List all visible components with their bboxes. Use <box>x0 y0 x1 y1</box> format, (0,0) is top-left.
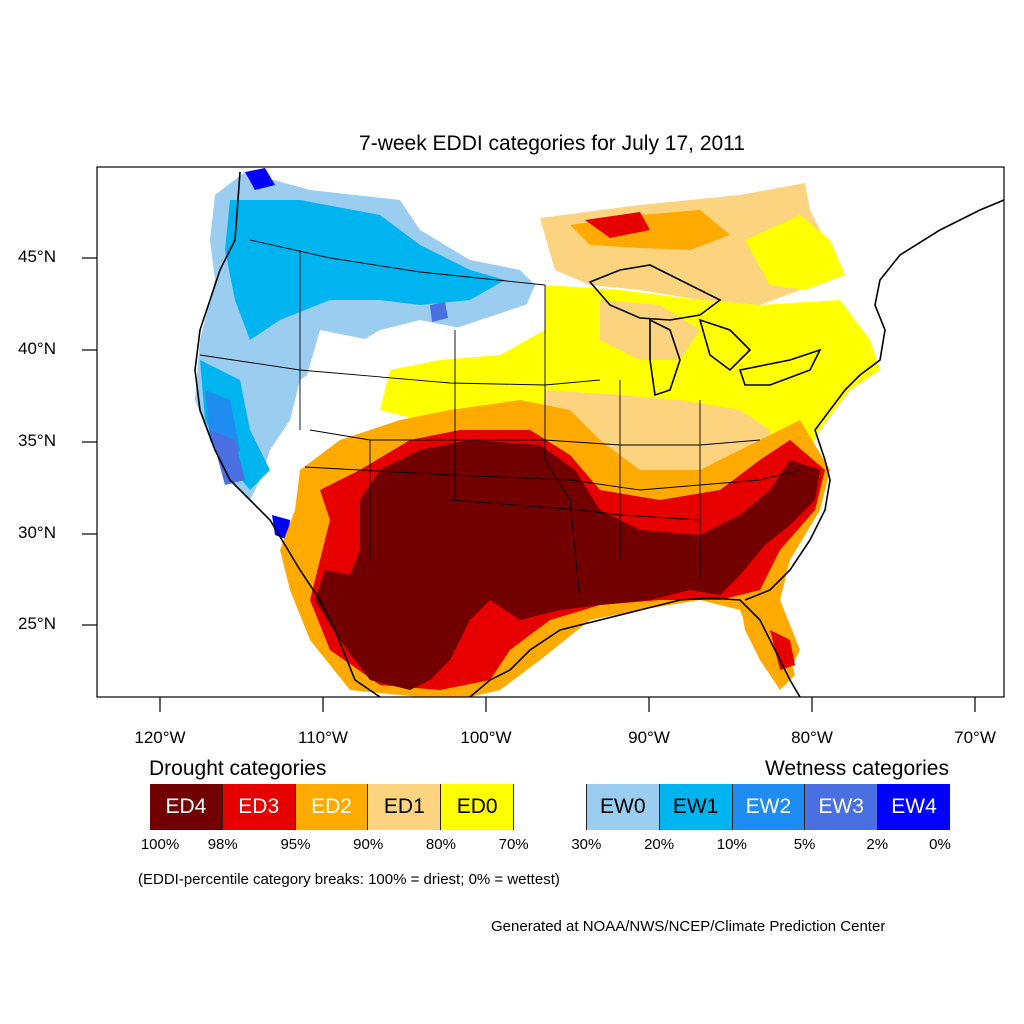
coastlines <box>194 171 1004 697</box>
lat-label-25: 25°N <box>18 614 56 633</box>
region-west-ew4-south <box>272 515 290 540</box>
legend-swatch-ed2: ED2 <box>295 784 369 830</box>
region-west-ew4-north <box>245 168 275 190</box>
lon-label-120w: 120°W <box>134 728 186 747</box>
lon-label-100w: 100°W <box>460 728 512 747</box>
legend-swatch-ew2: EW2 <box>732 784 806 830</box>
legend-swatch-neutral <box>514 784 587 830</box>
lon-ticks <box>159 697 976 712</box>
break-label: 2% <box>866 836 889 853</box>
lat-label-45: 45°N <box>18 247 56 266</box>
legend-breaks: 100% 98% 95% 90% 80% 70% 30% 20% 10% 5% 2% 0% <box>0 836 1024 858</box>
lat-label-40: 40°N <box>18 339 56 358</box>
region-canada-ed0 <box>745 215 845 290</box>
legend-swatch-ed1: ED1 <box>368 784 442 830</box>
break-label: 70% <box>498 836 529 853</box>
break-label: 80% <box>425 836 456 853</box>
lon-label-90w: 90°W <box>628 728 670 747</box>
lon-label-70w: 70°W <box>954 728 996 747</box>
legend-swatch-ew1: EW1 <box>659 784 733 830</box>
legend-swatch-ed4: ED4 <box>150 784 223 830</box>
region-canada-ed3 <box>585 212 650 238</box>
break-label: 5% <box>793 836 816 853</box>
lon-label-80w: 80°W <box>791 728 833 747</box>
wetness-heading: Wetness categories <box>764 757 949 780</box>
map-title: 7-week EDDI categories for July 17, 2011 <box>359 132 745 155</box>
legend-swatch-ew0: EW0 <box>586 784 660 830</box>
break-label: 10% <box>716 836 747 853</box>
breaks-note: (EDDI-percentile category breaks: 100% =… <box>138 871 560 888</box>
legend-colorbar: ED4 ED3 ED2 ED1 ED0 EW0 EW1 EW2 EW3 EW4 <box>150 784 950 830</box>
region-florida-ed3 <box>770 630 795 670</box>
break-label: 0% <box>929 836 951 853</box>
region-west-ew3 <box>210 430 245 485</box>
drought-heading: Drought categories <box>149 757 327 780</box>
break-label: 100% <box>140 836 180 853</box>
legend-swatch-ed0: ED0 <box>441 784 515 830</box>
break-label: 30% <box>571 836 602 853</box>
lat-label-30: 30°N <box>18 523 56 542</box>
region-neutral-central <box>300 300 550 420</box>
break-label: 20% <box>644 836 675 853</box>
lat-ticks <box>82 257 97 626</box>
lat-label-35: 35°N <box>18 431 56 450</box>
legend-swatch-ed3: ED3 <box>222 784 296 830</box>
region-west-ew3-spot <box>430 302 448 322</box>
state-borders <box>199 239 801 601</box>
credit-line: Generated at NOAA/NWS/NCEP/Climate Predi… <box>491 918 886 935</box>
region-west-ew1 <box>225 200 505 340</box>
break-label: 98% <box>207 836 238 853</box>
region-south-ed4 <box>315 440 820 690</box>
break-label: 90% <box>353 836 384 853</box>
lon-label-110w: 110°W <box>298 728 348 747</box>
break-label: 95% <box>280 836 311 853</box>
legend-swatch-ew3: EW3 <box>805 784 879 830</box>
legend-swatch-ew4: EW4 <box>878 784 950 830</box>
